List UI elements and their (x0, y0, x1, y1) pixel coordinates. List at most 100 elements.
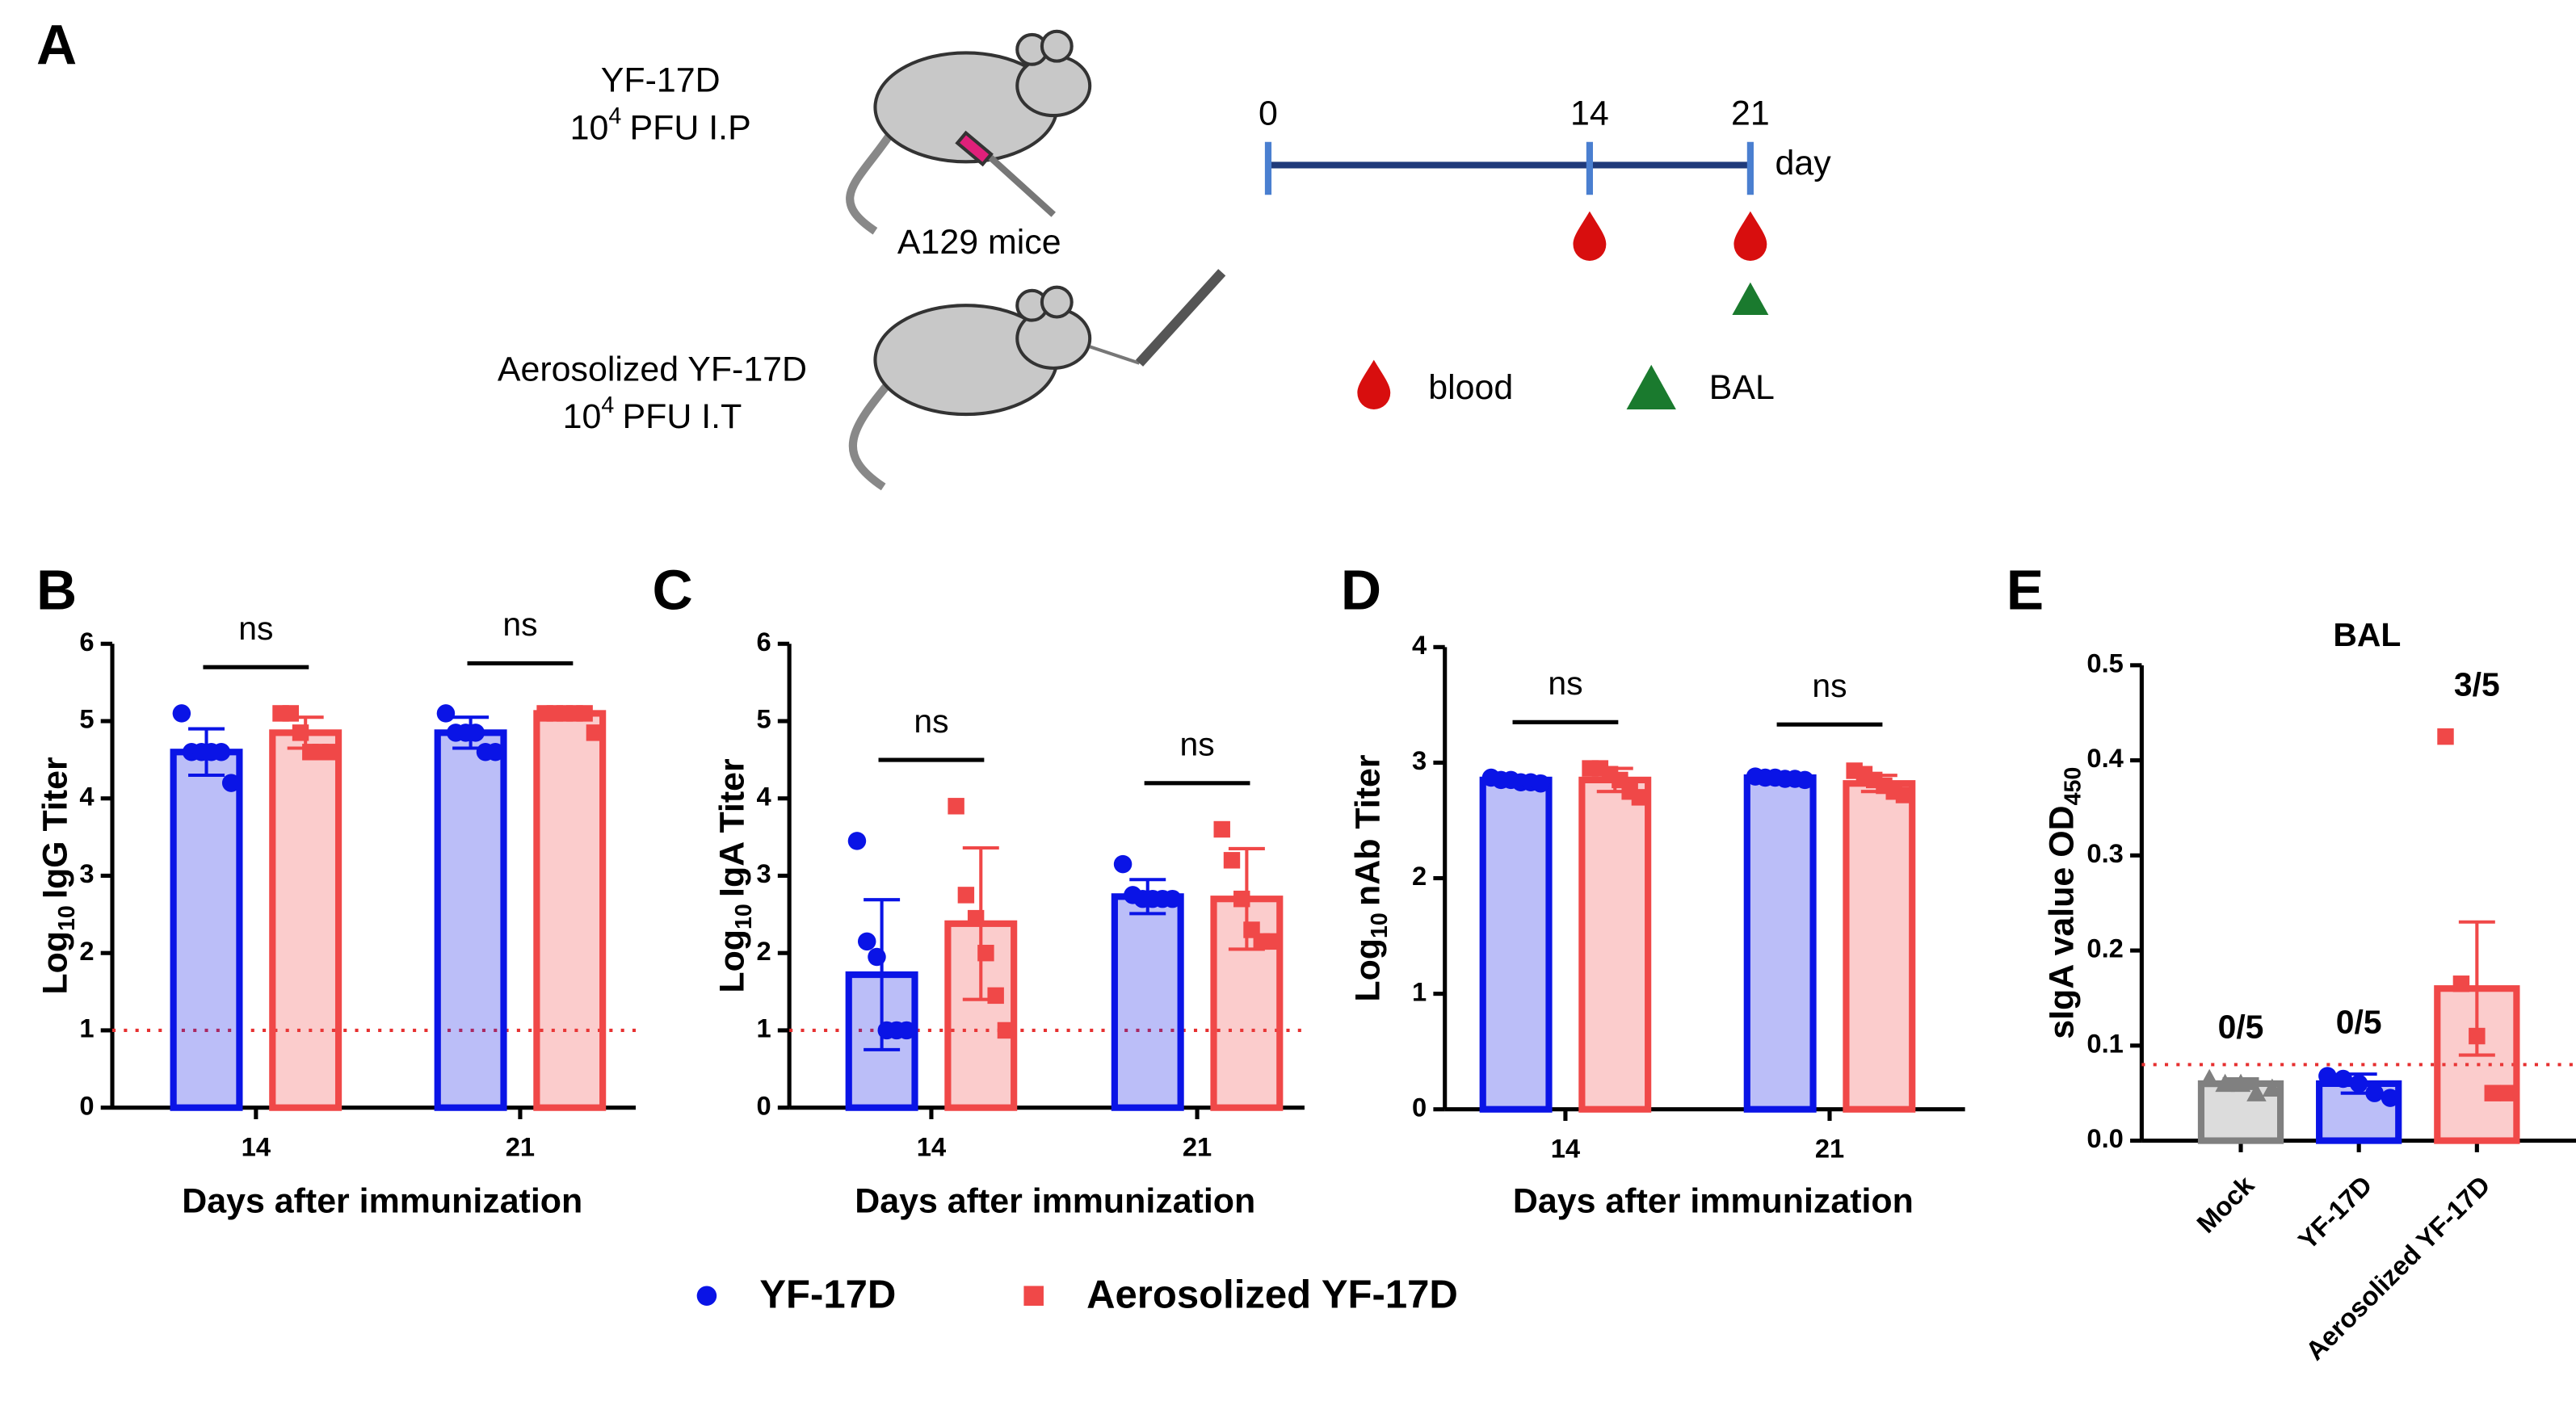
annotation: 0/5 (2336, 1004, 2382, 1041)
bar (533, 710, 607, 1111)
y-tick-label: 2 (1412, 861, 1427, 891)
y-label-sub: 450 (2060, 767, 2086, 806)
y-tick-label: 3 (1412, 745, 1427, 775)
data-point (576, 705, 593, 722)
data-point (2381, 1089, 2400, 1107)
mice-label: A129 mice (897, 223, 1061, 262)
y-tick-label: 5 (79, 704, 94, 734)
annotation: ns (502, 606, 537, 643)
data-point (847, 832, 867, 850)
data-point (987, 987, 1004, 1005)
y-tick-label: 4 (1412, 630, 1427, 660)
y-tick-label: 1 (79, 1013, 94, 1043)
annotation: ns (1179, 726, 1214, 763)
x-tick-label: 21 (1183, 1131, 1212, 1161)
timeline-tick-label: 21 (1731, 94, 1770, 132)
y-label-sub: 10 (1367, 912, 1393, 938)
dose-base: 10 (563, 398, 602, 437)
data-point (868, 947, 886, 967)
bal-triangle (1732, 282, 1769, 316)
data-point (321, 744, 339, 761)
y-tick-label: 2 (756, 936, 771, 966)
group-name: YF-17D (601, 61, 721, 100)
data-point (2246, 1083, 2267, 1101)
data-point (2318, 1067, 2337, 1085)
annotation: ns (1548, 665, 1582, 702)
dose-base: 10 (570, 109, 609, 148)
annotation: 0/5 (2218, 1009, 2264, 1046)
annotation: ns (238, 610, 273, 647)
data-point (2499, 1084, 2517, 1101)
data-point (212, 743, 231, 761)
data-point (1213, 820, 1230, 838)
y-tick-label: 6 (756, 627, 771, 657)
data-point (2215, 1073, 2235, 1093)
x-axis-label: Days after immunization (855, 1182, 1255, 1221)
group-dose: 104 PFU I.P (570, 103, 751, 148)
data-point (436, 704, 456, 723)
y-label-sub: 10 (53, 905, 79, 931)
data-point (466, 724, 485, 742)
data-point (967, 909, 985, 927)
data-point (172, 704, 191, 723)
mouse-ip (846, 29, 1092, 235)
data-point (997, 1022, 1015, 1039)
dose-exp: 4 (608, 103, 621, 129)
timeline-tick-label: 0 (1259, 94, 1278, 132)
y-tick-label: 0.0 (2086, 1123, 2123, 1153)
dose-exp: 4 (601, 392, 614, 417)
y-tick-label: 1 (756, 1013, 771, 1043)
y-tick-label: 0.2 (2086, 933, 2123, 963)
x-tick-label: YF-17D (2292, 1170, 2378, 1256)
data-point (957, 887, 975, 904)
data-point (586, 724, 603, 741)
y-tick-label: 5 (756, 704, 771, 734)
annotation: ns (914, 703, 948, 740)
bar (1743, 774, 1817, 1113)
y-label-pre: Log (1349, 938, 1388, 1002)
data-point (1113, 854, 1133, 874)
data-point (2334, 1069, 2353, 1089)
y-label-pre: Log (713, 929, 752, 993)
panel-label: A (36, 14, 77, 77)
x-tick-label: 21 (506, 1131, 535, 1161)
legend-label: Aerosolized YF-17D (1086, 1273, 1458, 1317)
panel-label: D (1341, 558, 1381, 621)
data-point (292, 724, 309, 741)
bar (170, 749, 243, 1111)
x-tick-label: 21 (1815, 1133, 1844, 1163)
y-tick-label: 3 (79, 858, 94, 888)
data-point (2199, 1068, 2220, 1088)
y-label-post: nAb Titer (1349, 754, 1388, 906)
data-point (2452, 975, 2470, 992)
panel-label: B (36, 558, 77, 621)
bar (1578, 776, 1652, 1113)
y-tick-label: 2 (79, 936, 94, 966)
legend-marker (696, 1286, 717, 1306)
legend-label: YF-17D (759, 1273, 896, 1317)
data-point (486, 743, 505, 761)
key-blood: blood (1428, 368, 1513, 407)
y-tick-label: 3 (756, 858, 771, 888)
annotation: 3/5 (2454, 666, 2500, 703)
data-point (857, 932, 876, 951)
bar (1843, 780, 1916, 1113)
data-point (221, 774, 241, 792)
y-axis-label: Log10 IgA Titer (713, 758, 756, 993)
data-point (1895, 787, 1913, 803)
group-name: Aerosolized YF-17D (498, 350, 807, 388)
y-label-pre: sIgA value OD (2043, 805, 2082, 1038)
dose-unit: PFU I.T (623, 398, 742, 437)
x-tick-label: 14 (1551, 1133, 1580, 1163)
bar (1479, 776, 1553, 1113)
y-tick-label: 1 (1412, 976, 1427, 1006)
chart-title: BAL (2333, 616, 2401, 653)
timeline-unit: day (1775, 144, 1832, 182)
data-point (2365, 1084, 2384, 1102)
y-label-pre: Log (36, 931, 75, 995)
bar (1111, 893, 1184, 1111)
data-point (2484, 1084, 2501, 1101)
y-tick-label: 0 (1412, 1092, 1427, 1122)
data-point (282, 705, 300, 722)
